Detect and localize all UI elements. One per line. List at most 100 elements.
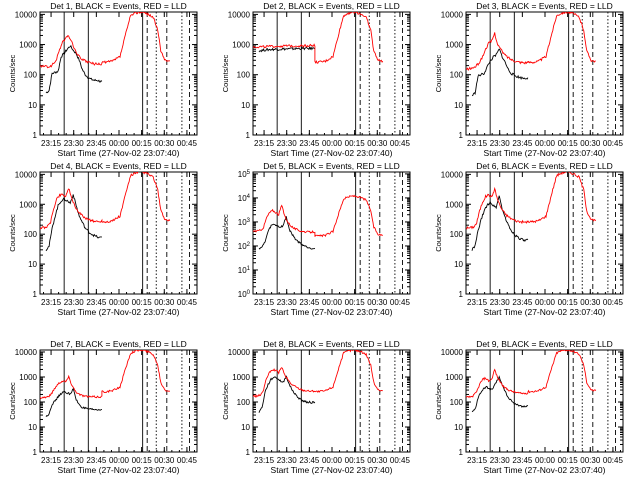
x-tick-label: 23:30 — [64, 139, 85, 148]
plot-frame — [252, 349, 411, 453]
plot-body — [466, 350, 616, 452]
x-tick-label: 00:15 — [132, 456, 153, 465]
y-tick-label: 10000 — [15, 10, 38, 19]
x-axis-label: Start Time (27-Nov-02 23:07:40) — [58, 148, 180, 158]
y-tick-label: 1 — [33, 448, 38, 457]
x-tick-label: 23:15 — [467, 298, 488, 307]
x-tick-label: 23:15 — [41, 139, 62, 148]
x-tick-label: 23:45 — [512, 139, 533, 148]
series-lld — [40, 172, 171, 230]
x-tick-label: 23:45 — [86, 139, 107, 148]
y-tick-label: 10 — [28, 423, 37, 432]
x-tick-label: 00:00 — [109, 139, 130, 148]
series-lld — [466, 172, 597, 230]
y-tick-label: 10 — [454, 101, 463, 110]
y-tick-label: 1000 — [232, 41, 250, 50]
y-tick-label: 10 — [241, 101, 250, 110]
plot-frame — [39, 11, 198, 136]
y-tick-label: 10000 — [228, 348, 251, 357]
x-tick-label: 00:30 — [580, 298, 601, 307]
y-tick-label: 1000 — [445, 41, 463, 50]
plot-frame — [252, 11, 411, 136]
y-axis-label: Counts/sec — [8, 382, 17, 420]
x-tick-label: 00:30 — [367, 139, 388, 148]
plot-frame — [39, 171, 198, 295]
plot-title: Det 1, BLACK = Events, RED = LLD — [50, 1, 187, 11]
y-tick-label: 104 — [238, 194, 251, 203]
plot-title: Det 4, BLACK = Events, RED = LLD — [50, 161, 187, 171]
series-lld — [466, 12, 596, 71]
plot-title: Det 8, BLACK = Events, RED = LLD — [263, 339, 400, 349]
panel-det-9: 1 10 100 1000 10000 23:15 23:30 23:45 00:00 00:15… — [434, 339, 624, 475]
x-tick-label: 00:30 — [154, 456, 175, 465]
plot-body — [253, 172, 403, 294]
x-tick-label: 00:15 — [345, 139, 366, 148]
x-tick-label: 23:30 — [277, 139, 298, 148]
y-axis-label: Counts/sec — [8, 54, 17, 92]
plot-frame — [252, 171, 411, 295]
y-axis-label: Counts/sec — [221, 382, 230, 420]
y-tick-label: 10000 — [441, 348, 464, 357]
x-tick-label: 23:15 — [467, 456, 488, 465]
plot-body — [40, 350, 190, 452]
x-axis-label: Start Time (27-Nov-02 23:07:40) — [271, 465, 393, 475]
x-tick-label: 00:15 — [558, 298, 579, 307]
y-tick-label: 10000 — [228, 10, 251, 19]
plot-frame — [465, 349, 624, 453]
series-events — [471, 195, 529, 251]
series-events — [258, 216, 316, 250]
x-tick-label: 00:15 — [132, 139, 153, 148]
y-tick-label: 100 — [450, 230, 464, 239]
x-tick-label: 00:45 — [177, 298, 198, 307]
y-tick-label: 100 — [24, 71, 38, 80]
series-lld — [466, 350, 597, 399]
y-tick-label: 10 — [454, 260, 463, 269]
series-events — [471, 375, 529, 413]
x-tick-label: 23:45 — [86, 298, 107, 307]
y-tick-label: 100 — [237, 398, 251, 407]
x-tick-label: 00:30 — [154, 139, 175, 148]
y-tick-label: 1000 — [445, 200, 463, 209]
y-tick-label: 1000 — [232, 373, 250, 382]
y-tick-label: 1 — [459, 448, 464, 457]
y-tick-label: 1 — [459, 290, 464, 299]
x-axis-label: Start Time (27-Nov-02 23:07:40) — [271, 307, 393, 317]
x-tick-label: 23:30 — [490, 139, 511, 148]
x-tick-label: 23:45 — [512, 456, 533, 465]
plot-frame — [39, 349, 198, 453]
y-tick-label: 10 — [241, 423, 250, 432]
y-tick-label: 105 — [238, 170, 251, 179]
series-events — [45, 194, 103, 252]
x-tick-label: 23:45 — [299, 139, 320, 148]
x-tick-label: 23:45 — [86, 456, 107, 465]
plot-title: Det 7, BLACK = Events, RED = LLD — [50, 339, 187, 349]
x-tick-label: 00:45 — [390, 456, 411, 465]
x-tick-label: 00:00 — [322, 139, 343, 148]
x-tick-label: 00:45 — [603, 139, 624, 148]
x-tick-label: 23:45 — [299, 456, 320, 465]
y-axis-label: Counts/sec — [434, 214, 443, 252]
x-tick-label: 23:15 — [254, 139, 275, 148]
series-lld — [253, 194, 383, 238]
x-tick-label: 23:45 — [299, 298, 320, 307]
y-axis-label: Counts/sec — [434, 382, 443, 420]
y-tick-label: 100 — [238, 290, 251, 299]
y-tick-label: 100 — [450, 71, 464, 80]
y-tick-label: 1000 — [19, 373, 37, 382]
y-tick-label: 10 — [28, 260, 37, 269]
plot-body — [466, 12, 616, 135]
x-tick-label: 23:30 — [490, 298, 511, 307]
series-lld — [253, 350, 383, 398]
y-tick-label: 10000 — [441, 170, 464, 179]
y-tick-label: 10 — [454, 423, 463, 432]
panel-det-7: 1 10 100 1000 10000 23:15 23:30 23:45 00:00 00:15… — [8, 339, 198, 475]
x-tick-label: 23:30 — [64, 298, 85, 307]
x-tick-label: 00:00 — [322, 298, 343, 307]
x-axis-label: Start Time (27-Nov-02 23:07:40) — [484, 465, 606, 475]
x-tick-label: 00:00 — [535, 139, 556, 148]
x-tick-label: 00:45 — [390, 139, 411, 148]
y-tick-label: 100 — [237, 71, 251, 80]
x-tick-label: 23:15 — [254, 298, 275, 307]
x-tick-label: 00:15 — [558, 139, 579, 148]
